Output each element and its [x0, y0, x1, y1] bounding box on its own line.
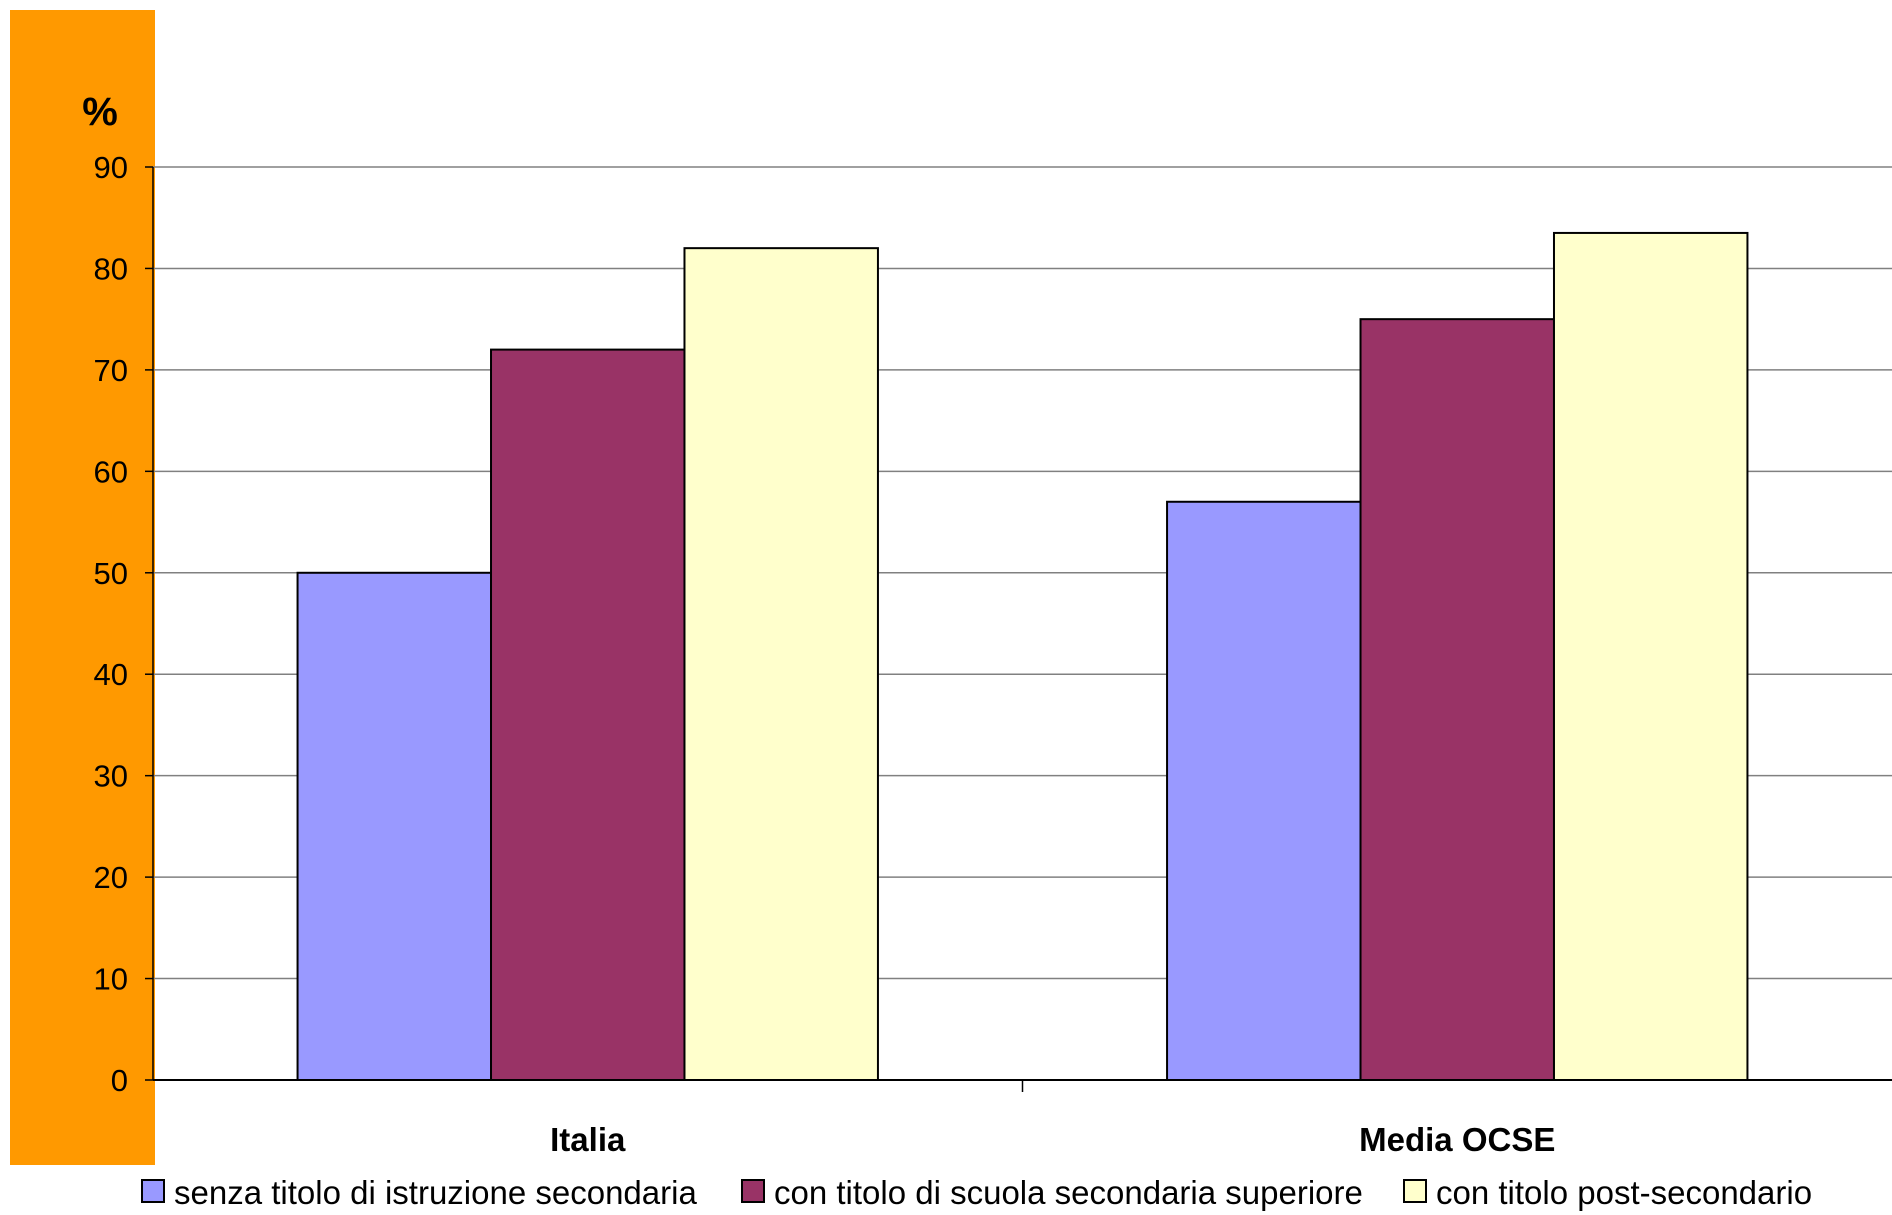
legend-band	[95, 1165, 1892, 1215]
bar-1-2	[1166, 500, 1362, 1081]
legend-label: con titolo post-secondario	[1436, 1174, 1812, 1211]
bar-1-1	[296, 571, 493, 1081]
y-tick-label: 50	[94, 556, 128, 591]
category-label: Media OCSE	[1359, 1121, 1555, 1158]
y-tick-label: 30	[94, 759, 128, 794]
y-tick-label: 60	[94, 454, 128, 489]
y-tick-label: 0	[111, 1063, 128, 1098]
y-unit-label: %	[82, 90, 118, 134]
bars	[296, 231, 1749, 1082]
bar-3-1	[683, 247, 879, 1081]
legend: senza titolo di istruzione secondaria con…	[141, 1174, 1812, 1211]
y-tick-label: 90	[94, 150, 128, 185]
y-tick-label: 10	[94, 962, 128, 997]
legend-swatch	[1403, 1179, 1427, 1203]
y-tick-label: 20	[94, 860, 128, 895]
bar-2-2	[1359, 318, 1555, 1081]
bar-2-1	[490, 348, 686, 1082]
legend-swatch	[141, 1179, 165, 1203]
legend-label: senza titolo di istruzione secondaria	[174, 1174, 697, 1211]
y-tick-labels: 0 10 20 30 40 50 60 70 80 90	[94, 150, 128, 1098]
orange-sidebar-band	[10, 10, 155, 1165]
category-labels: Italia Media OCSE	[550, 1121, 1555, 1158]
legend-label: con titolo di scuola secondaria superior…	[774, 1174, 1363, 1211]
bar-3-2	[1552, 231, 1749, 1081]
axes	[145, 166, 1892, 1092]
category-label: Italia	[550, 1121, 626, 1158]
legend-swatch	[741, 1179, 765, 1203]
y-tick-label: 70	[94, 353, 128, 388]
y-tick-label: 80	[94, 251, 128, 286]
y-tick-label: 40	[94, 657, 128, 692]
